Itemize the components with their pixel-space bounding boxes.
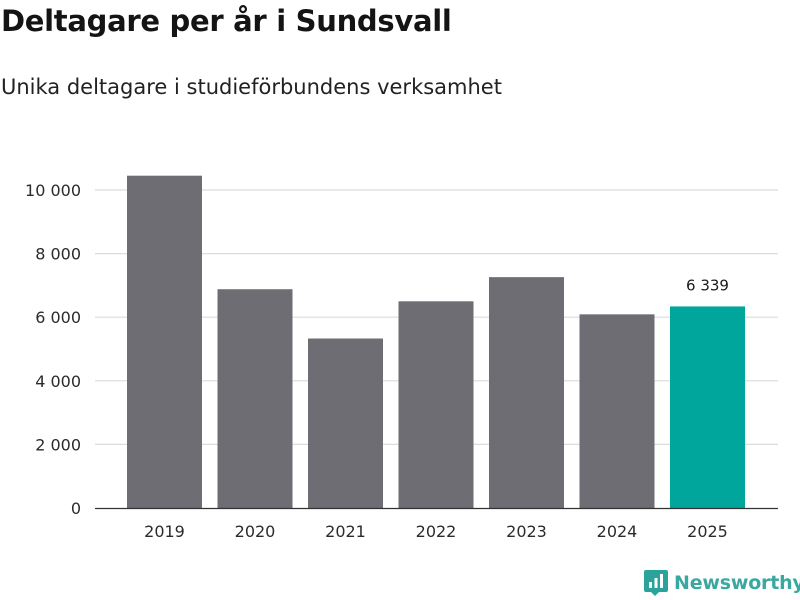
x-tick-label: 2022 <box>416 522 457 541</box>
y-tick-label: 6 000 <box>35 308 81 327</box>
newsworthy-logo-icon <box>644 570 668 596</box>
y-tick-label: 4 000 <box>35 372 81 391</box>
chart-title: Deltagare per år i Sundsvall <box>1 4 452 38</box>
y-tick-label: 8 000 <box>35 245 81 264</box>
y-tick-label: 2 000 <box>35 435 81 454</box>
bar-2024 <box>579 314 655 508</box>
bar-2021 <box>308 338 383 508</box>
bar-2022 <box>398 301 474 508</box>
x-tick-label: 2021 <box>325 522 366 541</box>
chart-subtitle: Unika deltagare i studieförbundens verks… <box>1 75 502 99</box>
x-tick-label: 2023 <box>506 522 547 541</box>
y-tick-label: 10 000 <box>25 181 81 200</box>
x-tick-label: 2020 <box>235 522 276 541</box>
x-tick-label: 2025 <box>687 522 728 541</box>
brand-logo[interactable]: Newsworthy <box>644 569 800 597</box>
x-tick-label: 2024 <box>597 522 638 541</box>
bar-2023 <box>489 277 564 508</box>
brand-name: Newsworthy <box>674 572 800 594</box>
bar-2025 <box>670 306 745 508</box>
y-tick-label: 0 <box>71 499 81 518</box>
bar-2019 <box>127 175 202 508</box>
x-tick-label: 2019 <box>144 522 185 541</box>
data-label: 6 339 <box>686 276 729 294</box>
bar-2020 <box>217 289 293 508</box>
